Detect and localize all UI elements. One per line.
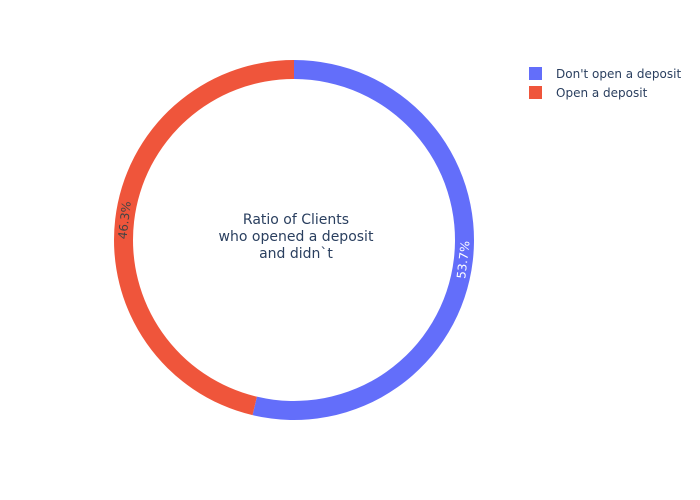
legend-swatch: [529, 86, 542, 99]
legend-item-dont-open[interactable]: Don't open a deposit: [529, 67, 681, 81]
donut-center-title-line: Ratio of Clients: [243, 212, 349, 228]
donut-slice-open[interactable]: [113, 60, 294, 416]
legend-label: Open a deposit: [556, 86, 648, 100]
donut-slice-label-open: 46.3%: [115, 200, 133, 239]
legend: Don't open a deposit Open a deposit: [529, 67, 681, 100]
legend-label: Don't open a deposit: [556, 67, 681, 81]
legend-item-open[interactable]: Open a deposit: [529, 86, 648, 100]
donut-slice-labels: 53.7% 46.3%: [115, 200, 472, 279]
donut-center-title-line: and didn`t: [259, 246, 333, 262]
donut-center-title: Ratio of Clients who opened a deposit and …: [219, 212, 374, 262]
legend-swatch: [529, 67, 542, 80]
donut-center-title-line: who opened a deposit: [219, 229, 374, 245]
donut-slices: [113, 60, 474, 420]
donut-slice-label-dont-open: 53.7%: [454, 240, 472, 279]
